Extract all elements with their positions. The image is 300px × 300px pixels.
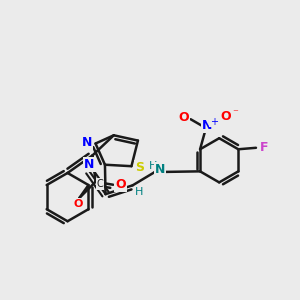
- Text: F: F: [260, 141, 269, 154]
- Text: N: N: [155, 163, 165, 176]
- Text: N: N: [202, 119, 213, 132]
- Text: S: S: [135, 161, 144, 174]
- Text: N: N: [82, 136, 92, 148]
- Text: H: H: [135, 187, 143, 197]
- Text: O: O: [73, 199, 83, 209]
- Text: H: H: [149, 160, 158, 171]
- Text: N: N: [84, 158, 94, 171]
- Text: O: O: [220, 110, 231, 123]
- Text: O: O: [115, 178, 126, 191]
- Text: C: C: [97, 179, 104, 189]
- Text: +: +: [210, 117, 218, 127]
- Text: O: O: [178, 111, 189, 124]
- Text: ⁻: ⁻: [232, 108, 238, 118]
